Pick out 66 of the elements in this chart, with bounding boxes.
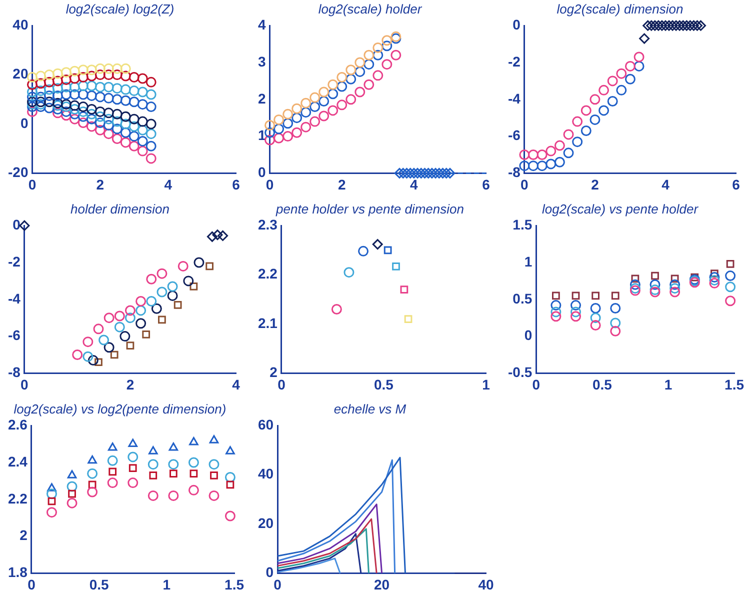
y-tick-label: -4 [508,90,521,106]
y-tick-label: -2 [8,253,21,270]
y-tick-label: 2.2 [258,266,278,282]
chart-title: holder dimension [70,201,170,216]
y-tick-label: 2.6 [8,416,28,432]
x-tick-label: 1.5 [224,576,244,592]
y-tick-label: 2.4 [8,453,28,470]
y-tick-label: 1.5 [512,216,532,232]
y-tick-label: 4 [258,16,266,32]
y-tick-label: 40 [258,466,274,482]
x-tick-label: 20 [374,576,390,592]
y-tick-label: 1 [524,253,532,270]
x-tick-label: 1 [162,576,171,592]
y-tick-label: 0 [512,16,521,32]
x-tick-label: 1 [482,376,490,392]
x-tick-label: 0.5 [592,376,612,392]
x-tick-label: 6 [732,176,740,192]
y-tick-label: -2 [508,53,521,70]
y-tick-label: 1 [258,127,266,144]
x-tick-label: 0.5 [89,576,110,592]
y-tick-label: 2.1 [258,314,278,331]
x-tick-label: 0.5 [374,376,394,392]
x-tick-label: 1.5 [724,376,744,392]
y-tick-label: 0 [258,164,266,180]
x-tick-label: 40 [478,576,494,592]
chart-title: pente holder vs pente dimension [275,201,464,216]
chart-title: log2(scale) holder [318,1,422,16]
y-tick-label: 20 [258,514,274,531]
y-tick-label: 3 [258,53,266,70]
y-tick-label: 2.3 [258,216,278,232]
y-tick-label: -0.5 [508,364,532,380]
y-tick-label: -6 [8,327,21,344]
chart-title: log2(scale) dimension [556,1,684,16]
y-tick-label: 0 [266,564,274,580]
x-tick-label: 1 [664,376,672,392]
x-tick-label: 6 [482,176,490,192]
y-tick-label: 1.8 [8,564,28,580]
x-tick-label: 2 [126,376,134,392]
y-tick-label: 0 [524,327,532,344]
y-tick-label: -4 [8,290,21,306]
chart-title: log2(scale) vs pente holder [542,201,699,216]
x-tick-label: 4 [164,176,172,192]
chart-title: echelle vs M [334,401,406,416]
x-tick-label: 4 [662,176,670,192]
x-tick-label: 2 [96,176,104,192]
y-tick-label: 60 [258,416,274,432]
y-tick-label: -8 [8,364,21,380]
y-tick-label: 2 [270,364,278,380]
y-tick-label: 20 [12,66,28,82]
y-tick-label: -8 [508,164,521,180]
x-tick-label: 2 [591,176,600,192]
y-tick-label: 40 [12,16,28,32]
y-tick-label: 2 [20,527,28,544]
x-tick-label: 6 [232,176,240,192]
x-tick-label: 4 [232,376,240,392]
y-tick-label: 0 [20,114,28,131]
y-tick-label: 2.2 [8,490,28,506]
chart-title: log2(scale) log2(Z) [66,1,174,16]
x-tick-label: 2 [338,176,346,192]
chart-title: log2(scale) vs log2(pente dimension) [14,401,226,416]
y-tick-label: -20 [8,164,28,180]
x-tick-label: 4 [410,176,418,192]
y-tick-label: 0 [12,216,21,232]
y-tick-label: 2 [258,90,266,106]
y-tick-label: -6 [508,127,521,144]
y-tick-label: 0.5 [512,290,532,306]
